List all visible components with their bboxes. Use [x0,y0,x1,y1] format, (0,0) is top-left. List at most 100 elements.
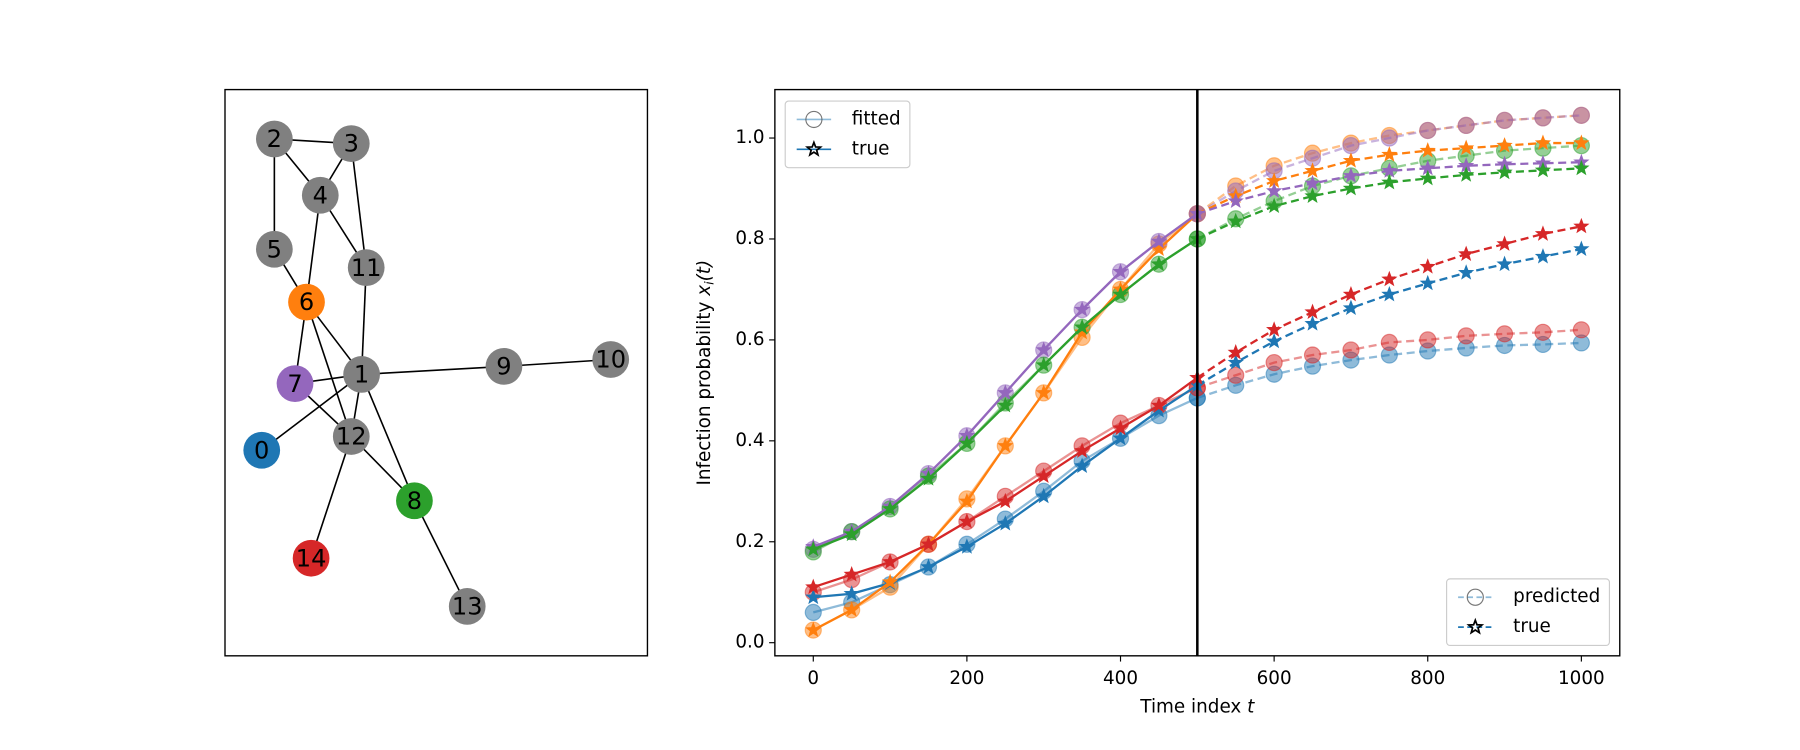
node [255,230,293,268]
star-marker [805,540,822,557]
star-marker [1342,285,1360,302]
star-marker [843,566,860,582]
star-marker [1381,270,1398,287]
node-label: 4 [313,181,328,209]
y-tick-label: 0.0 [735,632,764,653]
true-line-dashed [1196,247,1582,387]
star-marker [1304,315,1321,331]
legend-label: fitted [852,108,901,129]
legend-marker [1466,588,1484,606]
y-tick-label: 0.2 [735,531,764,552]
y-axis-label-math: x [694,284,715,297]
star-marker [1381,173,1398,190]
star-marker [1266,332,1283,349]
edge [261,373,363,451]
node [276,365,314,402]
x-tick-label: 600 [1257,668,1292,689]
node [332,125,370,162]
star-marker [843,525,860,542]
star-marker [1035,384,1052,400]
edge [360,374,416,502]
star-marker [1458,264,1475,280]
predicted-line [1196,328,1582,389]
circle-marker [1457,327,1475,345]
x-axis-label-math: t [1247,697,1255,718]
star-marker [1150,240,1168,256]
star-marker [1381,146,1398,162]
star-marker [881,553,899,569]
x-axis-label: Time index t [1139,697,1255,718]
edge [350,143,367,268]
circle-marker [1419,331,1437,349]
star-marker [1112,263,1129,279]
star-marker [1266,182,1283,198]
y-tick-label: 0.6 [735,329,764,350]
star-marker [958,538,976,554]
star-marker [1342,179,1360,196]
legend-label: true [852,138,890,159]
star-marker [1073,301,1091,317]
node-label: 8 [407,487,422,515]
star-marker [1534,248,1552,264]
circle-marker [1534,109,1552,127]
node-label: 6 [299,288,314,316]
edge [413,500,468,607]
network-frame [224,88,649,657]
y-tick-label: 0.8 [735,228,764,249]
star-marker [997,515,1014,531]
star-marker [1227,354,1244,370]
node-label: 10 [595,346,626,374]
node-label: 13 [452,593,483,621]
edge [310,436,353,559]
star-marker [1496,235,1513,251]
predicted-line [1196,144,1582,240]
edge [305,301,353,437]
star-marker [1073,457,1091,473]
circle-marker [1572,321,1590,339]
x-tick-label: 800 [1410,668,1445,689]
node [301,176,339,214]
node [592,341,630,378]
edge [361,365,504,376]
star-marker [1073,323,1091,340]
star-marker [920,558,937,574]
star-marker [1496,255,1513,272]
circle-marker [1572,106,1590,124]
circle-marker [1380,333,1398,352]
circle-marker [1419,121,1437,140]
star-marker [1342,167,1360,183]
star-marker [997,492,1014,509]
star-marker [1304,162,1321,178]
y-axis-label-math: (t) [694,260,715,282]
star-marker [1458,166,1475,182]
circle-marker [1457,116,1475,135]
star-marker [958,492,976,509]
star-marker [1304,303,1321,320]
star-marker [1573,217,1590,234]
star-marker [1458,245,1475,262]
node-label: 1 [354,361,369,389]
x-tick-label: 1000 [1558,668,1605,689]
legend-label: true [1513,616,1551,637]
node-label: 5 [267,235,282,263]
star-marker [1035,356,1052,373]
node [255,120,293,158]
star-marker [1381,162,1398,178]
star-marker [920,470,937,486]
legend-label: predicted [1513,586,1600,607]
true-line-dashed [1196,167,1582,241]
star-marker [1496,163,1513,180]
star-marker [1035,341,1052,357]
x-axis-label-text: Time index [1139,697,1247,718]
star-marker [997,384,1014,400]
circle-marker [1495,111,1514,129]
y-axis-label-text: Infection probability [694,296,715,486]
star-marker [1227,343,1244,360]
star-marker [1342,152,1360,168]
circle-marker [1534,323,1552,341]
node [485,348,523,385]
star-marker [1266,321,1283,337]
axes-frame [774,88,1621,657]
node-label: 0 [254,436,269,464]
x-tick-label: 200 [949,668,984,689]
